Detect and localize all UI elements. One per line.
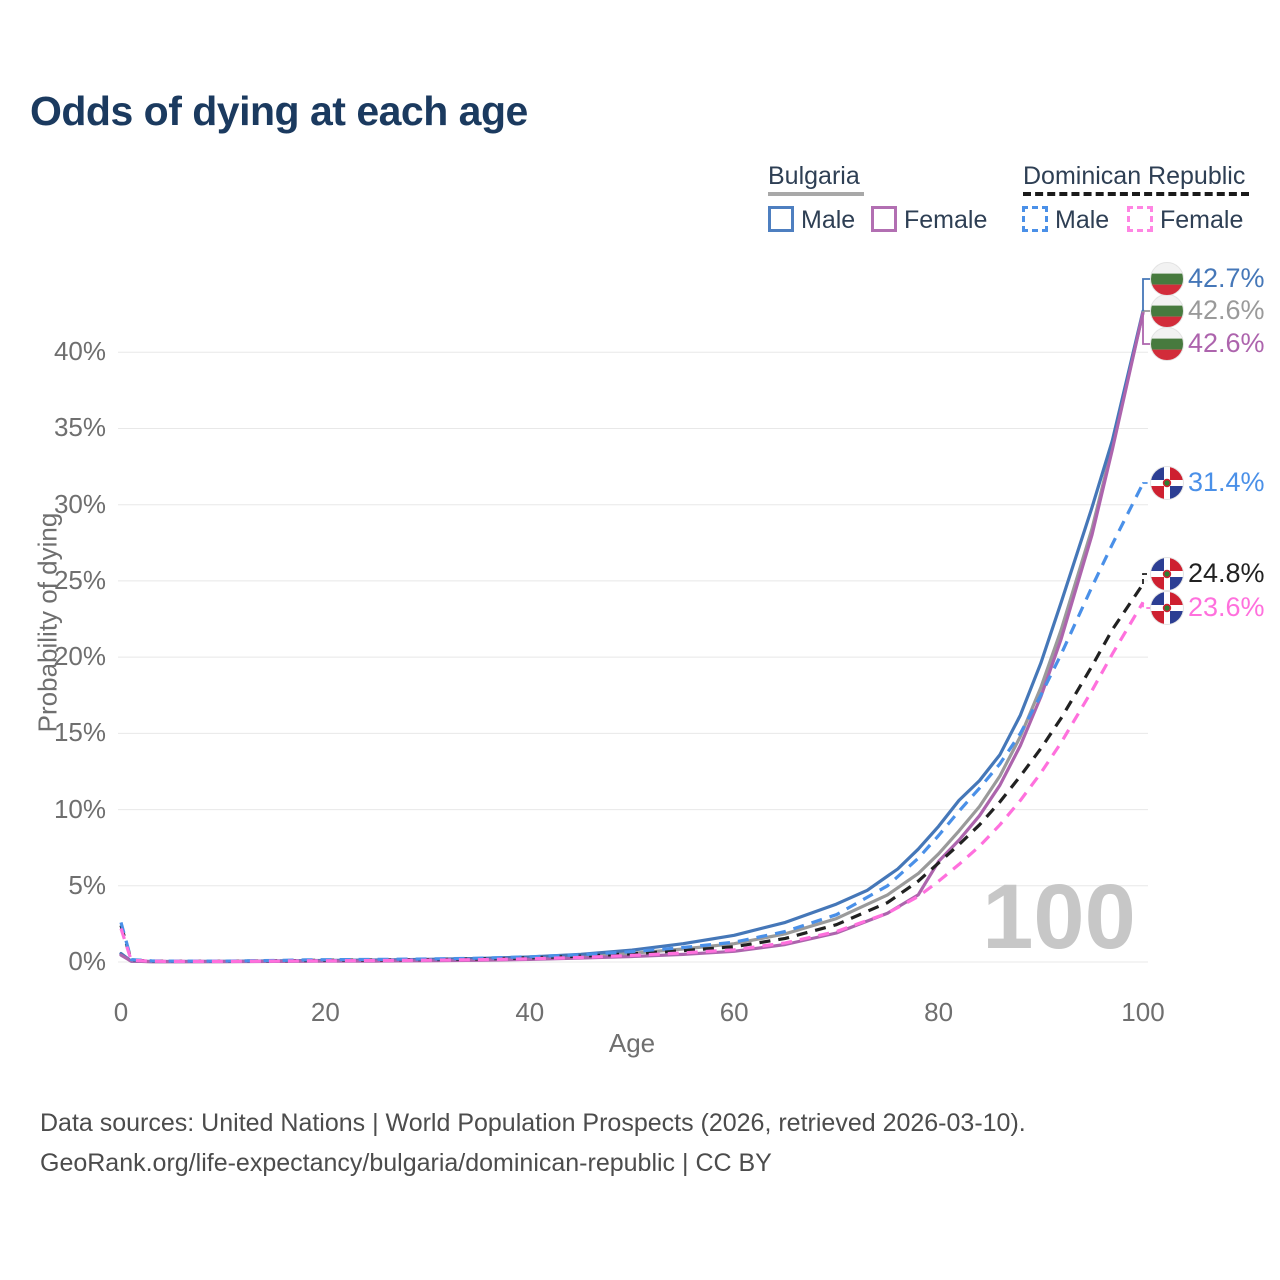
- dominican-republic-flag-icon: [1150, 557, 1184, 596]
- legend-country-dominican-republic: Dominican Republic: [1023, 162, 1246, 190]
- x-axis-tick-label: 60: [719, 997, 749, 1027]
- label-leader-dominican-republic-female: [1142, 602, 1151, 609]
- y-axis-title: Probability of dying: [32, 512, 63, 733]
- label-leader-bulgaria-male: [1142, 278, 1151, 312]
- label-leader-bulgaria-female: [1142, 312, 1151, 345]
- y-axis-tick-label: 5%: [68, 869, 106, 900]
- y-axis-tick-label: 10%: [53, 793, 106, 824]
- end-value-label-dominican-republic-male: 31.4%: [1188, 467, 1265, 497]
- legend-label-dominican-male[interactable]: Male: [1055, 206, 1110, 234]
- attribution-link: GeoRank.org/life-expectancy/bulgaria/dom…: [40, 1149, 772, 1177]
- legend-swatch-bulgaria-male[interactable]: [768, 206, 794, 232]
- end-value-label-bulgaria-male: 42.7%: [1188, 263, 1265, 293]
- dominican-republic-flag-icon: [1150, 466, 1184, 505]
- legend-swatch-dominican-male[interactable]: [1022, 206, 1048, 232]
- y-axis-tick-label: 40%: [53, 336, 106, 367]
- legend-label-bulgaria-male[interactable]: Male: [801, 206, 856, 234]
- x-axis-tick-label: 100: [1121, 997, 1165, 1027]
- x-axis-tick-label: 80: [924, 997, 954, 1027]
- y-axis-tick-label: 20%: [53, 641, 106, 672]
- x-axis-tick-label: 20: [310, 997, 340, 1027]
- dominican-republic-flag-icon: [1150, 591, 1184, 630]
- series-line-dominican-republic-female[interactable]: [119, 601, 1145, 964]
- series-line-bulgaria-female[interactable]: [119, 311, 1145, 964]
- x-axis-title: Age: [608, 1028, 656, 1058]
- series-line-bulgaria-male[interactable]: [119, 309, 1145, 964]
- y-axis-tick-label: 30%: [53, 488, 106, 519]
- age-counter-watermark: 100: [982, 866, 1136, 968]
- y-axis-tick-label: 25%: [53, 564, 106, 595]
- legend-label-bulgaria-female[interactable]: Female: [904, 206, 988, 234]
- legend-swatch-dominican-female[interactable]: [1127, 206, 1153, 232]
- series-line-dominican-republic-male[interactable]: [119, 482, 1145, 963]
- label-leader-dominican-republic-total: [1142, 573, 1151, 584]
- y-axis-tick-label: 15%: [53, 717, 106, 748]
- end-value-label-bulgaria-total: 42.6%: [1188, 295, 1265, 325]
- legend-linestyle-bulgaria: [768, 192, 864, 196]
- x-axis-tick-label: 0: [113, 997, 129, 1027]
- end-value-label-bulgaria-female: 42.6%: [1188, 328, 1265, 358]
- page-title: Odds of dying at each age: [30, 88, 528, 134]
- legend-country-bulgaria: Bulgaria: [768, 162, 860, 190]
- x-axis-tick-label: 40: [515, 997, 545, 1027]
- bulgaria-flag-icon: [1150, 327, 1184, 366]
- data-source-note: Data sources: United Nations | World Pop…: [40, 1109, 1026, 1137]
- legend-swatch-bulgaria-female[interactable]: [871, 206, 897, 232]
- legend-label-dominican-female[interactable]: Female: [1160, 206, 1244, 234]
- y-axis-tick-label: 0%: [68, 946, 106, 976]
- end-value-label-dominican-republic-female: 23.6%: [1188, 592, 1265, 622]
- bulgaria-flag-icon: [1150, 262, 1184, 301]
- end-value-label-dominican-republic-total: 24.8%: [1188, 558, 1265, 588]
- series-line-bulgaria-total[interactable]: [119, 311, 1145, 964]
- y-axis-tick-label: 35%: [53, 412, 106, 443]
- legend-linestyle-dominican-republic: [1023, 192, 1249, 196]
